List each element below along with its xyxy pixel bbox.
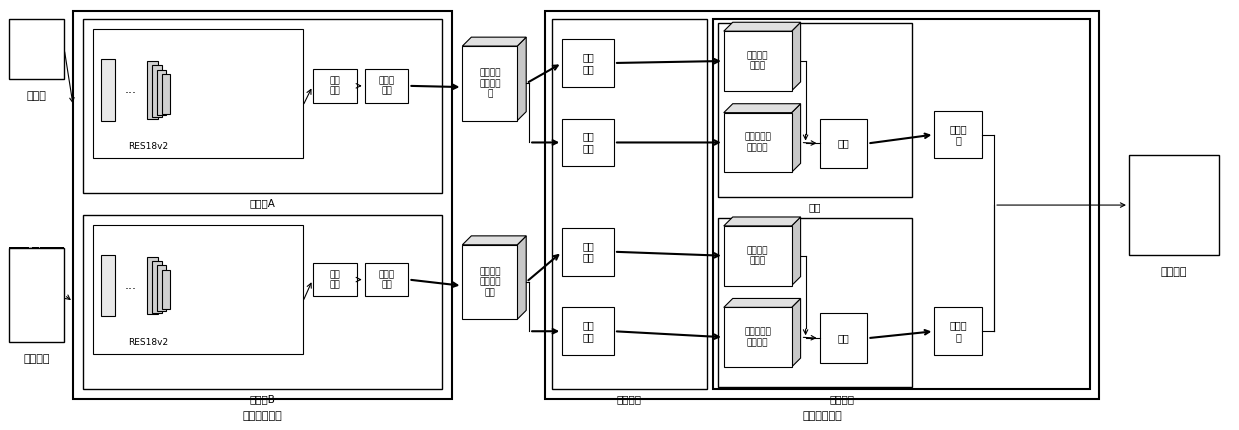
Bar — [1129, 155, 1219, 255]
Bar — [147, 61, 159, 119]
Bar — [717, 23, 912, 197]
Polygon shape — [792, 217, 800, 286]
Bar — [462, 245, 517, 319]
Bar — [10, 19, 64, 79]
Polygon shape — [462, 236, 527, 245]
Bar — [724, 31, 792, 91]
Text: 特征
融合: 特征 融合 — [330, 76, 339, 95]
Bar — [312, 69, 357, 103]
Text: 匹配类
别: 匹配类 别 — [949, 124, 968, 145]
Polygon shape — [724, 22, 800, 31]
Text: 模板位置
特征图: 模板位置 特征图 — [747, 246, 768, 265]
Bar — [147, 257, 159, 314]
Text: 卷积: 卷积 — [838, 138, 850, 148]
Polygon shape — [462, 37, 527, 46]
Text: 特征划分: 特征划分 — [617, 394, 642, 404]
Text: RES18v2: RES18v2 — [128, 338, 169, 347]
Bar — [83, 215, 442, 389]
Polygon shape — [792, 22, 800, 91]
Polygon shape — [724, 217, 800, 226]
Text: 待匹配图分
类特征图: 待匹配图分 类特征图 — [745, 133, 771, 152]
Bar — [102, 59, 115, 120]
Polygon shape — [724, 104, 800, 113]
Bar — [819, 119, 867, 168]
Bar — [83, 19, 442, 193]
Text: 子网络A: 子网络A — [250, 198, 276, 208]
Text: 模板分类
特征图: 模板分类 特征图 — [747, 51, 768, 71]
Text: 异构孪生网络: 异构孪生网络 — [243, 411, 282, 421]
Text: 子网络B: 子网络B — [250, 394, 276, 404]
Bar — [152, 65, 162, 117]
Bar — [717, 218, 912, 387]
Text: 待匹配图: 待匹配图 — [24, 354, 50, 364]
Bar — [563, 39, 615, 87]
Bar — [724, 226, 792, 286]
Bar — [102, 255, 115, 316]
Bar — [312, 263, 357, 296]
Bar — [724, 307, 792, 367]
Bar — [934, 111, 983, 158]
Polygon shape — [792, 104, 800, 172]
Bar — [563, 228, 615, 276]
Polygon shape — [517, 37, 527, 120]
Bar — [462, 46, 517, 120]
Bar — [162, 270, 170, 310]
Bar — [563, 307, 615, 355]
Text: 卷积: 卷积 — [838, 333, 850, 343]
Bar — [712, 19, 1090, 389]
Text: 分类: 分类 — [809, 202, 821, 212]
Bar — [152, 261, 162, 313]
Text: 固定尺寸
待匹配特
征图: 固定尺寸 待匹配特 征图 — [479, 267, 501, 297]
Bar — [934, 307, 983, 355]
Text: RES18v2: RES18v2 — [128, 142, 169, 151]
Bar — [93, 29, 302, 158]
Text: ...: ... — [125, 83, 138, 96]
Bar — [545, 11, 1099, 399]
Text: 第一
卷积: 第一 卷积 — [582, 52, 593, 74]
Text: 第四
卷积: 第四 卷积 — [582, 320, 593, 342]
Text: 固定尺寸
模板特征
图: 固定尺寸 模板特征 图 — [479, 68, 501, 98]
Bar — [93, 225, 302, 354]
Bar — [724, 113, 792, 172]
Bar — [819, 313, 867, 363]
Polygon shape — [792, 298, 800, 367]
Text: 匹配结果: 匹配结果 — [1161, 267, 1187, 276]
Bar — [157, 265, 166, 311]
Text: ...: ... — [125, 279, 138, 292]
Bar — [563, 119, 615, 166]
Text: 最大值
池化: 最大值 池化 — [378, 76, 394, 95]
Bar — [364, 69, 409, 103]
Bar — [162, 74, 170, 114]
Text: 特征
融合: 特征 融合 — [330, 270, 339, 289]
Bar — [73, 11, 452, 399]
Text: 最大值
池化: 最大值 池化 — [378, 270, 394, 289]
Text: 待匹配图位
置特征图: 待匹配图位 置特征图 — [745, 328, 771, 347]
Bar — [10, 248, 64, 342]
Text: 第二
卷积: 第二 卷积 — [582, 132, 593, 153]
Text: 区域匹配网络: 区域匹配网络 — [802, 411, 843, 421]
Text: 匹配位
置: 匹配位 置 — [949, 320, 968, 342]
Bar — [364, 263, 409, 296]
Bar — [553, 19, 706, 389]
Polygon shape — [517, 236, 527, 319]
Text: 位置回归: 位置回归 — [829, 394, 854, 404]
Polygon shape — [724, 298, 800, 307]
Bar — [157, 70, 166, 115]
Text: 第三
卷积: 第三 卷积 — [582, 241, 593, 263]
Text: 模板图: 模板图 — [27, 91, 47, 101]
